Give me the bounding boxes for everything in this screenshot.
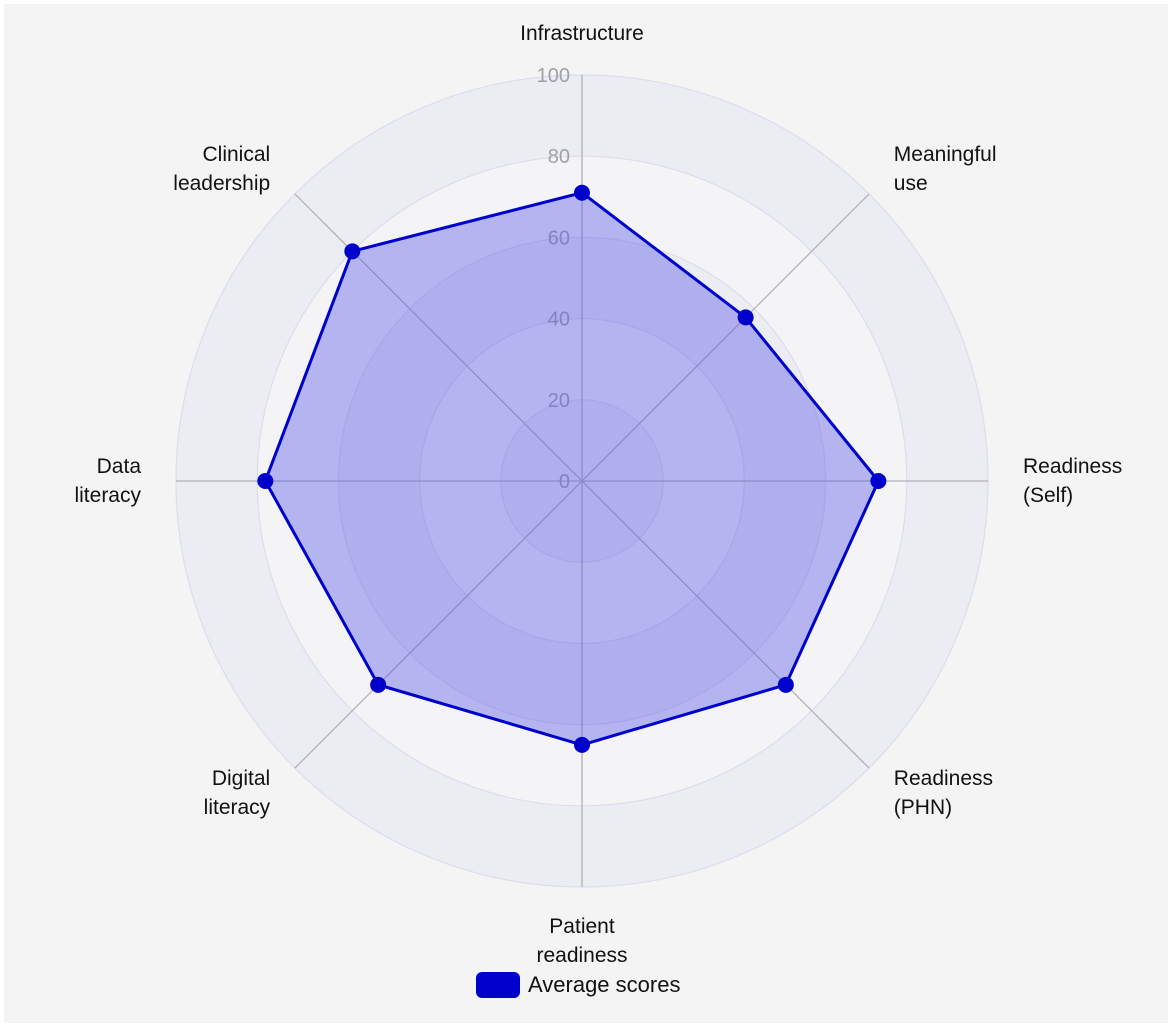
- axis-label-8: Clinical leadership: [173, 143, 270, 195]
- tick-label-100: 100: [537, 65, 570, 87]
- spoke-4: [581, 480, 870, 769]
- axis-label-6: Digital literacy: [204, 767, 271, 819]
- data-point-6[interactable]: [370, 676, 387, 693]
- tick-label-20: 20: [548, 390, 570, 412]
- axis-label-4: Readiness (PHN): [894, 767, 993, 819]
- tick-label-80: 80: [548, 146, 570, 168]
- chart-panel: 0 20 40 60 80 100 Infrastructure Meaningful use R…: [4, 4, 1168, 1023]
- data-point-4[interactable]: [777, 676, 794, 693]
- axis-label-3: Readiness (Self): [1023, 455, 1122, 507]
- tick-label-60: 60: [548, 227, 570, 249]
- data-point-2[interactable]: [737, 309, 754, 326]
- spoke-6: [294, 480, 583, 769]
- data-point-3[interactable]: [870, 473, 887, 489]
- spoke-2: [581, 193, 870, 482]
- axis-label-2: Meaningful use: [894, 143, 997, 195]
- data-point-5[interactable]: [574, 736, 590, 753]
- tick-label-40: 40: [548, 309, 570, 331]
- data-point-7[interactable]: [257, 473, 274, 489]
- data-point-8[interactable]: [344, 243, 361, 260]
- legend: Average scores: [476, 972, 680, 998]
- legend-label-average-scores[interactable]: Average scores: [528, 972, 681, 997]
- axis-label-1: Infrastructure: [520, 22, 644, 45]
- legend-swatch-average-scores[interactable]: [476, 972, 520, 998]
- axis-label-7: Data literacy: [74, 455, 141, 507]
- data-point-1[interactable]: [574, 184, 590, 201]
- axis-label-5: Patient readiness: [536, 915, 627, 967]
- tick-label-0: 0: [559, 471, 570, 493]
- spoke-8: [294, 193, 583, 482]
- radar-chart: 0 20 40 60 80 100 Infrastructure Meaningful use R…: [74, 22, 1122, 967]
